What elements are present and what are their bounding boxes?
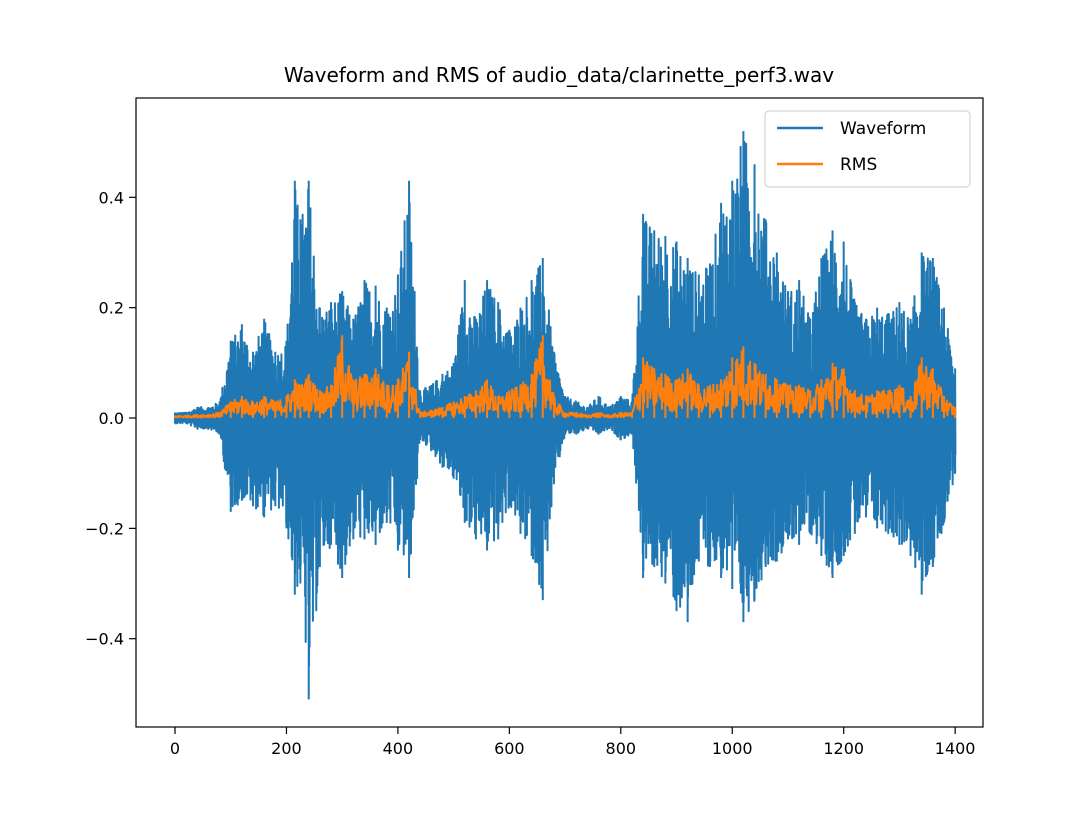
x-tick-label: 1000 [712,739,753,758]
y-axis: −0.4 −0.2 0.0 0.2 0.4 [85,188,136,649]
legend-box [764,110,971,188]
x-axis: 0 200 400 600 800 1000 1200 1400 [170,727,976,758]
y-tick-label: −0.2 [85,519,124,538]
y-tick-label: 0.4 [99,188,124,207]
x-tick-label: 600 [494,739,525,758]
x-tick-label: 1400 [935,739,976,758]
x-tick-label: 800 [606,739,637,758]
axes-frame [135,97,984,728]
y-tick-label: 0.2 [99,299,124,318]
x-tick-label: 1200 [823,739,864,758]
legend-rms-label: RMS [840,155,877,175]
chart-title: Waveform and RMS of audio_data/clarinett… [284,63,834,87]
series-layer [174,131,957,700]
x-tick-label: 200 [271,739,302,758]
y-tick-label: −0.4 [85,630,124,649]
x-tick-label: 400 [383,739,414,758]
legend: Waveform RMS [764,110,971,188]
x-tick-label: 0 [170,739,180,758]
legend-waveform-label: Waveform [840,119,926,139]
plot-area: 0 200 400 600 800 1000 1200 1400 −0.4 −0.2 0.0 0.2… [85,97,984,758]
y-tick-label: 0.0 [99,409,124,428]
series-rms-line [174,335,957,419]
